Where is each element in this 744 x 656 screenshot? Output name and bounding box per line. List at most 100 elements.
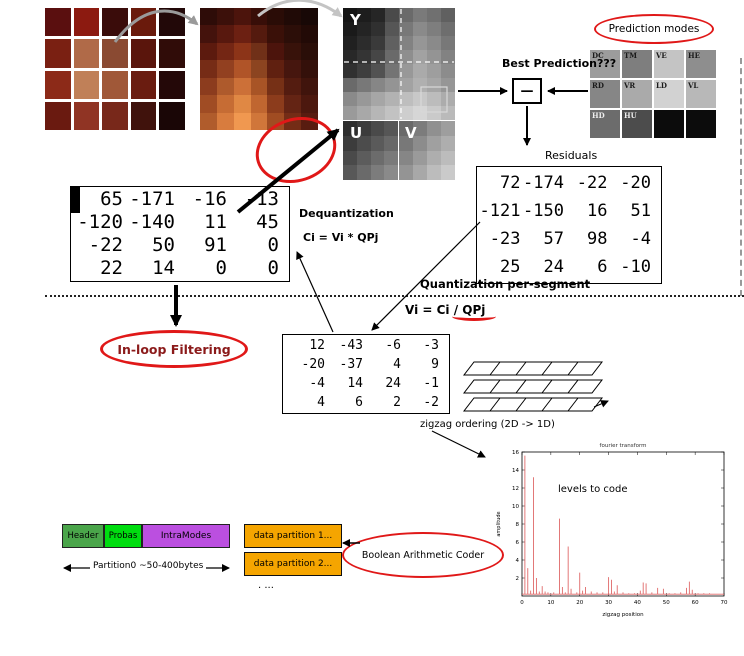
mosaic-cell <box>267 112 285 130</box>
mosaic-cell <box>200 25 217 43</box>
mosaic-cell <box>73 101 100 130</box>
mosaic-cell <box>427 135 441 151</box>
mosaic-cell <box>427 50 441 64</box>
matrix-cell: -140 <box>129 211 175 233</box>
mosaic-cell <box>413 121 427 136</box>
matrix-cell: 12 <box>309 338 325 353</box>
matrix-cell: 51 <box>630 201 651 221</box>
matrix-cell: -22 <box>88 234 123 256</box>
mosaic-cell <box>399 22 413 36</box>
mosaic-cell <box>233 77 251 96</box>
mosaic-cell <box>284 95 302 113</box>
matrix-cell: 24 <box>385 376 401 391</box>
matrix-cell: 6 <box>355 395 363 410</box>
mosaic-cell <box>102 8 128 37</box>
prediction-mode-label: HU <box>624 111 637 120</box>
mosaic-cell <box>200 112 217 130</box>
mosaic-cell <box>250 112 268 130</box>
prediction-mode-label: TM <box>624 51 637 60</box>
prediction-mode-label: VE <box>656 51 667 60</box>
matrix-cell: 4 <box>393 357 401 372</box>
data-partition-1-box: data partition 1... <box>244 524 342 548</box>
mosaic-cell <box>73 70 100 99</box>
mosaic-cell <box>357 106 371 120</box>
mosaic-cell <box>267 8 285 26</box>
mosaic-cell <box>233 42 251 61</box>
mosaic-cell <box>413 22 427 36</box>
prediction-modes-ellipse: Prediction modes <box>594 14 714 44</box>
prediction-mode-label: LD <box>656 81 667 90</box>
mosaic-cell <box>441 78 455 92</box>
matrix-row: 72 -174 -22 -20 <box>477 169 661 197</box>
mosaic-cell <box>399 8 413 22</box>
dequantized-matrix: 65 -171 -16 -13 -120 -140 11 45 -22 50 91 0 22 14 0 0 <box>70 186 290 282</box>
macroblock-zoom-image <box>200 8 318 130</box>
mosaic-cell <box>343 150 357 166</box>
mosaic-cell <box>399 78 413 92</box>
matrix-row: -120 -140 11 45 <box>71 211 289 234</box>
u-plane <box>343 121 398 180</box>
levels-plot-container: 0 10 20 30 40 50 60 70 2 4 6 8 10 12 14 16 fourier trans… <box>492 438 732 633</box>
matrix-cell: 16 <box>587 201 608 221</box>
matrix-cell: 91 <box>204 234 227 256</box>
matrix-cell: -20 <box>620 173 651 193</box>
matrix-cell: -43 <box>339 338 363 353</box>
matrix-cell: -10 <box>620 257 651 277</box>
mosaic-cell <box>413 106 427 120</box>
mosaic-cell <box>301 42 318 61</box>
mosaic-cell <box>216 60 234 78</box>
mosaic-cell <box>384 165 398 180</box>
prediction-mode-label: VR <box>624 81 636 90</box>
matrix-cell: -171 <box>129 188 175 210</box>
more-partitions-dots: . ... <box>258 580 274 591</box>
mosaic-cell <box>399 165 413 180</box>
svg-text:amplitude: amplitude <box>496 511 502 536</box>
inloop-filtering-ellipse: In-loop Filtering <box>100 330 248 368</box>
mosaic-cell <box>413 165 427 180</box>
mosaic-cell <box>399 50 413 64</box>
mosaic-cell <box>130 8 157 37</box>
mosaic-cell <box>399 121 413 136</box>
prediction-mode-label: RD <box>592 81 604 90</box>
mosaic-cell <box>371 22 385 36</box>
mosaic-cell <box>343 135 357 151</box>
mosaic-cell <box>216 25 234 43</box>
mosaic-cell <box>159 39 185 68</box>
mosaic-cell <box>233 8 251 26</box>
mosaic-cell <box>301 112 318 130</box>
prediction-mode-label: HE <box>688 51 700 60</box>
matrix-cell: 2 <box>393 395 401 410</box>
mosaic-cell <box>441 8 455 22</box>
mosaic-cell <box>343 64 357 78</box>
mosaic-cell <box>200 8 217 26</box>
mosaic-cell <box>216 8 234 26</box>
mosaic-cell <box>216 112 234 130</box>
matrix-cell: 11 <box>204 211 227 233</box>
mosaic-cell <box>233 60 251 78</box>
data-partition-2-box: data partition 2... <box>244 552 342 576</box>
mosaic-cell <box>301 8 318 26</box>
mosaic-cell <box>427 150 441 166</box>
matrix-row: -121 -150 16 51 <box>477 197 661 225</box>
mosaic-cell <box>233 25 251 43</box>
u-plane-label: U <box>350 124 363 142</box>
mosaic-cell <box>250 60 268 78</box>
svg-text:2: 2 <box>516 576 520 582</box>
matrix-cell: 22 <box>100 257 123 279</box>
mosaic-cell <box>343 36 357 50</box>
mosaic-cell <box>441 36 455 50</box>
mosaic-cell <box>399 150 413 166</box>
quantized-matrix: 12 -43 -6 -3 -20 -37 4 9 -4 14 24 -1 4 6 2 -2 <box>282 334 450 414</box>
mosaic-cell <box>343 165 357 180</box>
mosaic-cell <box>441 22 455 36</box>
matrix-cell: 25 <box>500 257 521 277</box>
svg-text:70: 70 <box>721 600 728 606</box>
minus-sign: — <box>520 83 534 99</box>
mosaic-cell <box>441 165 455 180</box>
mosaic-cell <box>427 36 441 50</box>
matrix-cell: 4 <box>317 395 325 410</box>
mosaic-cell <box>73 39 100 68</box>
matrix-cell: -4 <box>630 229 651 249</box>
probas-partition-box: Probas <box>104 524 142 548</box>
matrix-cell: 0 <box>267 234 279 256</box>
